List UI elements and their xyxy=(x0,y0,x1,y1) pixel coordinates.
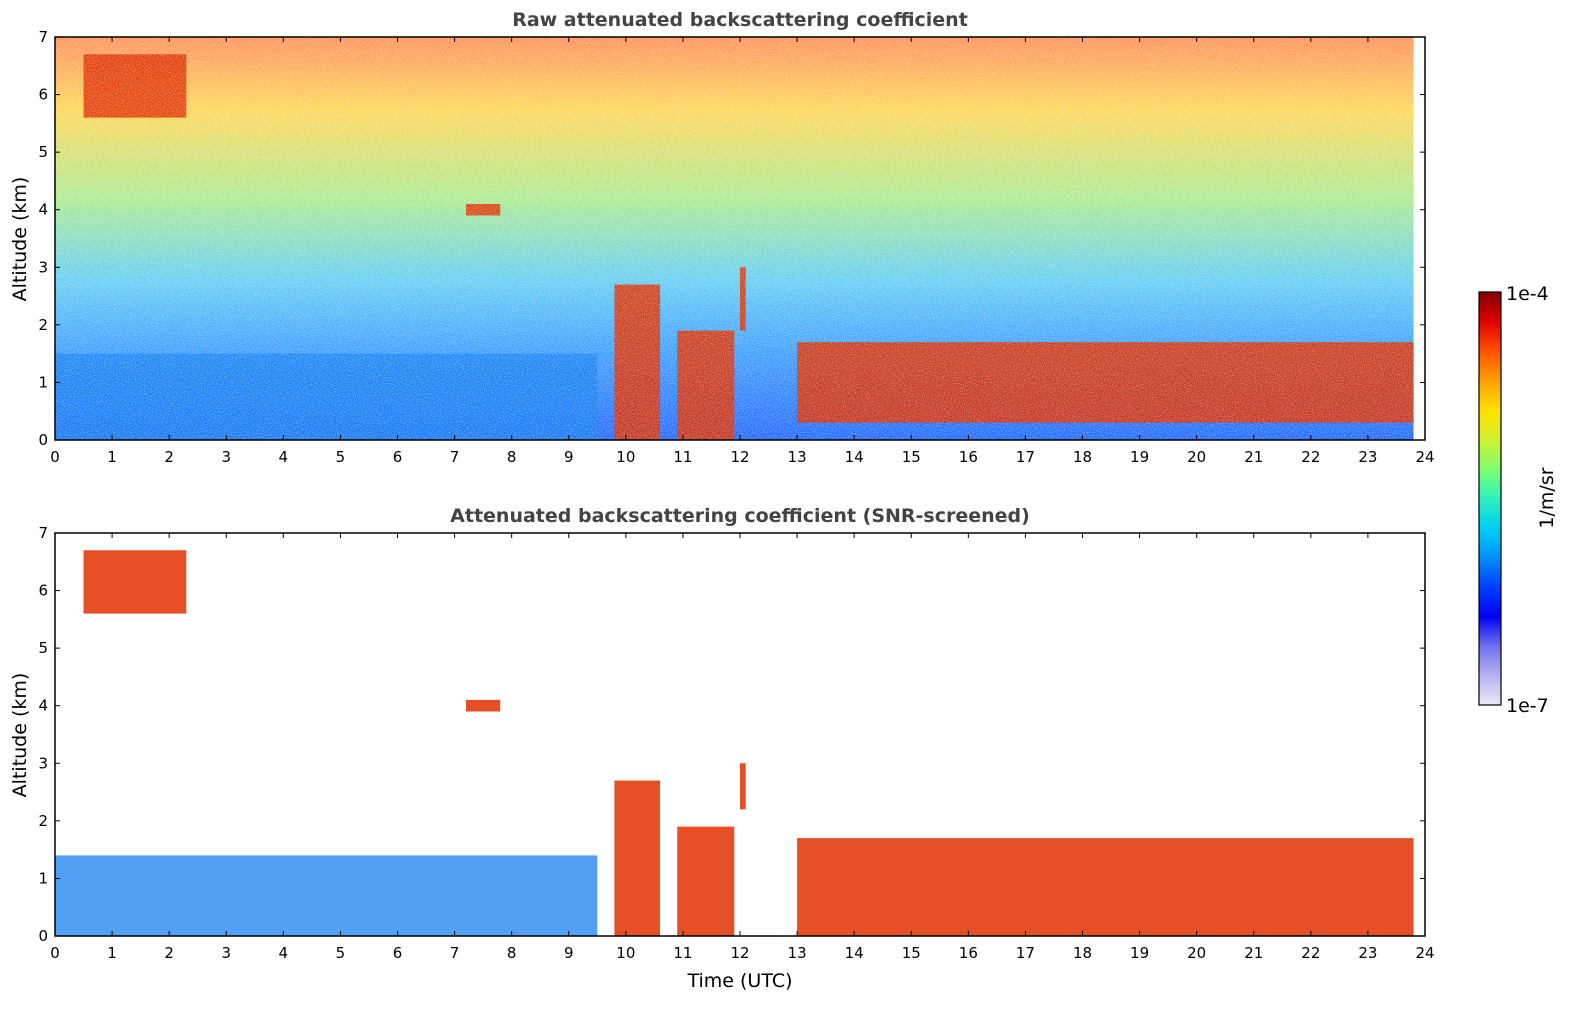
x-tick-label: 6 xyxy=(393,448,403,466)
y-tick-label: 2 xyxy=(38,316,48,334)
backscatter-feature xyxy=(677,826,735,936)
chart-title: Raw attenuated backscattering coefficien… xyxy=(512,9,968,31)
y-tick-label: 4 xyxy=(38,697,48,715)
x-axis-ticks: 0 1 2 3 4 5 6 7 8 9 10 11 12 13 14 15 16 17 18 19 20 21 22 23 24 xyxy=(50,37,1435,466)
x-tick-label: 10 xyxy=(616,448,635,466)
x-tick-label: 15 xyxy=(902,944,921,962)
x-tick-label: 4 xyxy=(279,448,289,466)
backscatter-feature xyxy=(466,699,501,712)
x-tick-label: 16 xyxy=(959,944,978,962)
backscatter-feature xyxy=(740,763,746,810)
x-tick-label: 22 xyxy=(1301,448,1320,466)
y-tick-label: 7 xyxy=(38,524,48,542)
y-tick-label: 3 xyxy=(38,754,48,772)
x-tick-label: 1 xyxy=(107,448,117,466)
x-tick-label: 20 xyxy=(1187,944,1206,962)
x-tick-label: 2 xyxy=(164,944,174,962)
x-tick-label: 9 xyxy=(564,448,574,466)
x-tick-label: 19 xyxy=(1130,448,1149,466)
y-tick-label: 1 xyxy=(38,373,48,391)
backscatter-feature xyxy=(55,855,598,936)
x-tick-label: 13 xyxy=(788,944,807,962)
y-tick-label: 0 xyxy=(38,927,48,945)
colorbar-unit-label: 1/m/sr xyxy=(1536,467,1558,528)
backscatter-feature xyxy=(797,838,1414,936)
x-axis-label: Time (UTC) xyxy=(686,970,792,992)
x-tick-label: 24 xyxy=(1415,944,1434,962)
backscatter-feature xyxy=(614,780,661,936)
x-tick-label: 8 xyxy=(507,944,517,962)
plot-area xyxy=(55,550,1414,936)
x-tick-label: 9 xyxy=(564,944,574,962)
colorbar-max-label: 1e-4 xyxy=(1506,283,1549,305)
chart-title: Attenuated backscattering coefficient (S… xyxy=(450,505,1030,527)
x-tick-label: 3 xyxy=(221,448,231,466)
x-tick-label: 21 xyxy=(1244,448,1263,466)
x-tick-label: 5 xyxy=(336,944,346,962)
y-tick-label: 6 xyxy=(38,582,48,600)
y-axis-label: Altitude (km) xyxy=(9,673,31,798)
snr-screened-backscatter-panel: Attenuated backscattering coefficient (S… xyxy=(9,505,1435,992)
x-tick-label: 22 xyxy=(1301,944,1320,962)
x-tick-label: 6 xyxy=(393,944,403,962)
colorbar-frame xyxy=(1478,291,1502,706)
x-tick-label: 14 xyxy=(845,448,864,466)
y-tick-label: 7 xyxy=(38,28,48,46)
x-tick-label: 23 xyxy=(1358,448,1377,466)
backscatter-feature xyxy=(83,550,187,614)
x-tick-label: 11 xyxy=(673,944,692,962)
x-tick-label: 11 xyxy=(673,448,692,466)
x-tick-label: 5 xyxy=(336,448,346,466)
x-tick-label: 1 xyxy=(107,944,117,962)
plot-area xyxy=(55,37,1414,440)
x-tick-label: 14 xyxy=(845,944,864,962)
x-tick-label: 21 xyxy=(1244,944,1263,962)
y-tick-label: 5 xyxy=(38,639,48,657)
colorbar: 1e-4 1e-7 1/m/sr xyxy=(1478,283,1558,717)
colorbar-gradient xyxy=(1479,292,1501,705)
y-tick-label: 4 xyxy=(38,201,48,219)
x-tick-label: 24 xyxy=(1415,448,1434,466)
x-tick-label: 4 xyxy=(279,944,289,962)
x-tick-label: 17 xyxy=(1016,944,1035,962)
y-tick-label: 2 xyxy=(38,812,48,830)
noise-overlay xyxy=(55,37,1414,440)
x-tick-label: 17 xyxy=(1016,448,1035,466)
x-tick-label: 18 xyxy=(1073,448,1092,466)
colorbar-min-label: 1e-7 xyxy=(1506,695,1549,717)
x-tick-label: 2 xyxy=(164,448,174,466)
x-tick-label: 18 xyxy=(1073,944,1092,962)
y-tick-label: 6 xyxy=(38,86,48,104)
x-tick-label: 13 xyxy=(788,448,807,466)
x-tick-label: 0 xyxy=(50,448,60,466)
y-tick-label: 1 xyxy=(38,869,48,887)
x-tick-label: 23 xyxy=(1358,944,1377,962)
x-tick-label: 8 xyxy=(507,448,517,466)
y-tick-label: 3 xyxy=(38,258,48,276)
x-tick-label: 7 xyxy=(450,448,460,466)
y-axis-ticks: 0 1 2 3 4 5 6 7 xyxy=(38,524,1425,945)
y-axis-ticks: 0 1 2 3 4 5 6 7 xyxy=(38,28,1425,449)
x-tick-label: 10 xyxy=(616,944,635,962)
y-tick-label: 5 xyxy=(38,143,48,161)
raw-backscatter-panel: Raw attenuated backscattering coefficien… xyxy=(9,9,1435,466)
x-tick-label: 0 xyxy=(50,944,60,962)
x-tick-label: 20 xyxy=(1187,448,1206,466)
x-tick-label: 15 xyxy=(902,448,921,466)
x-axis-ticks: 0 1 2 3 4 5 6 7 8 9 10 11 12 13 14 15 16 17 18 19 20 21 22 23 24 xyxy=(50,533,1435,962)
y-axis-label: Altitude (km) xyxy=(9,177,31,302)
x-tick-label: 12 xyxy=(730,448,749,466)
x-tick-label: 7 xyxy=(450,944,460,962)
x-tick-label: 3 xyxy=(221,944,231,962)
x-tick-label: 19 xyxy=(1130,944,1149,962)
x-tick-label: 12 xyxy=(730,944,749,962)
y-tick-label: 0 xyxy=(38,431,48,449)
x-tick-label: 16 xyxy=(959,448,978,466)
